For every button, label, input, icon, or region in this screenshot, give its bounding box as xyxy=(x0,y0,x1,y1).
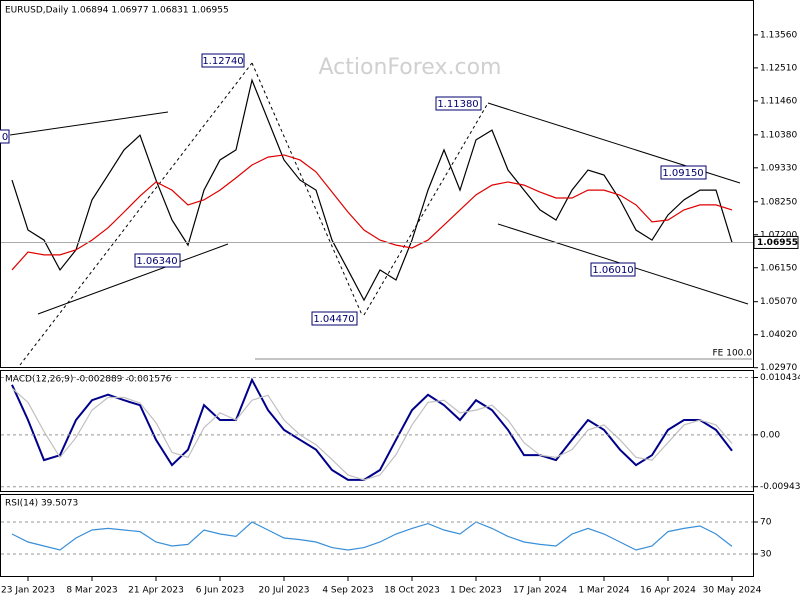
annotation: 1.12740 xyxy=(201,53,245,68)
x-tick-label: 1 Mar 2024 xyxy=(578,586,630,596)
x-tick-label: 30 May 2024 xyxy=(703,586,762,596)
annotation-box xyxy=(435,96,482,111)
annotation: 1.11380 xyxy=(435,96,482,111)
annotation-text: 0 xyxy=(2,132,8,143)
annotations: 1.12740 1.11380 1.09150 1.06340 1.04470 … xyxy=(0,53,753,359)
annotation-text: 1.11380 xyxy=(437,99,478,110)
annotation-box xyxy=(660,165,707,180)
last-price-label: 1.06955 xyxy=(757,238,798,248)
annotation-text: 1.06340 xyxy=(136,256,177,267)
y-tick-label: 0.00 xyxy=(760,430,780,440)
annotation-text: 1.12740 xyxy=(202,56,243,67)
annotation: 1.04470 xyxy=(311,311,358,326)
annotation: 1.06340 xyxy=(134,253,181,268)
y-tick-label: 1.11460 xyxy=(760,96,797,106)
series-line xyxy=(11,377,733,481)
y-tick-label: 1.02970 xyxy=(760,363,797,373)
fib-line xyxy=(251,62,363,316)
series-line xyxy=(11,521,733,551)
x-tick-label: 1 Dec 2023 xyxy=(450,586,502,596)
annotation-text: 1.09150 xyxy=(662,168,703,179)
rsi-title: RSI(14) 39.5073 xyxy=(5,499,78,509)
x-tick-label: 16 Apr 2024 xyxy=(640,586,696,596)
y-tick-label: 1.13560 xyxy=(760,30,797,40)
annotation-box xyxy=(134,253,181,268)
fib-line xyxy=(363,102,489,316)
last-price-box xyxy=(753,235,799,249)
y-tick-label: 30 xyxy=(760,550,772,560)
x-tick-label: 20 Jul 2023 xyxy=(259,586,310,596)
series-line xyxy=(11,387,733,481)
watermark: ActionForex.com xyxy=(319,55,502,80)
annotation-text: 1.04470 xyxy=(313,314,354,325)
y-tick-label: 1.09330 xyxy=(760,163,797,173)
x-tick-label: 17 Jan 2024 xyxy=(513,586,567,596)
price-panel xyxy=(0,0,754,368)
annotation: 1.09150 xyxy=(660,165,707,180)
trend-line xyxy=(37,243,229,315)
y-tick-label: 1.04020 xyxy=(760,330,797,340)
y-tick-label: 1.08250 xyxy=(760,197,797,207)
macd-title: MACD(12,26,9) -0.002889 -0.001576 xyxy=(5,375,172,385)
trend-line xyxy=(9,111,169,136)
macd-panel xyxy=(0,370,754,492)
annotation: 0 xyxy=(0,129,10,144)
annotation-box xyxy=(0,129,10,144)
x-tick-label: 21 Apr 2023 xyxy=(128,586,184,596)
y-tick-label: 1.07200 xyxy=(760,230,797,240)
y-tick-label: 1.05070 xyxy=(760,297,797,307)
series-line xyxy=(11,78,733,302)
y-tick-label: 1.06150 xyxy=(760,263,797,273)
price-title: EURUSD,Daily 1.06894 1.06977 1.06831 1.0… xyxy=(5,6,229,16)
x-tick-label: 6 Jun 2023 xyxy=(196,586,244,596)
y-tick-label: 0.010434 xyxy=(760,373,800,383)
annotation: 1.06010 xyxy=(590,262,636,277)
annotation-box xyxy=(590,262,636,277)
y-tick-label: 1.10380 xyxy=(760,130,797,140)
annotation-box xyxy=(311,311,358,326)
y-tick-label: 1.12510 xyxy=(760,63,797,73)
series-line xyxy=(11,154,733,271)
rsi-panel xyxy=(0,494,754,577)
x-tick-label: 8 Mar 2023 xyxy=(66,586,117,596)
x-tick-label: 18 Oct 2023 xyxy=(384,586,440,596)
annotation-box xyxy=(201,53,245,68)
fe-label: FE 100.0 xyxy=(713,349,753,359)
x-tick-label: 4 Sep 2023 xyxy=(322,586,373,596)
annotation-text: 1.06010 xyxy=(592,265,633,276)
y-tick-label: 70 xyxy=(760,518,772,528)
x-tick-label: 23 Jan 2023 xyxy=(1,586,55,596)
y-tick-label: -0.009436 xyxy=(760,482,800,492)
